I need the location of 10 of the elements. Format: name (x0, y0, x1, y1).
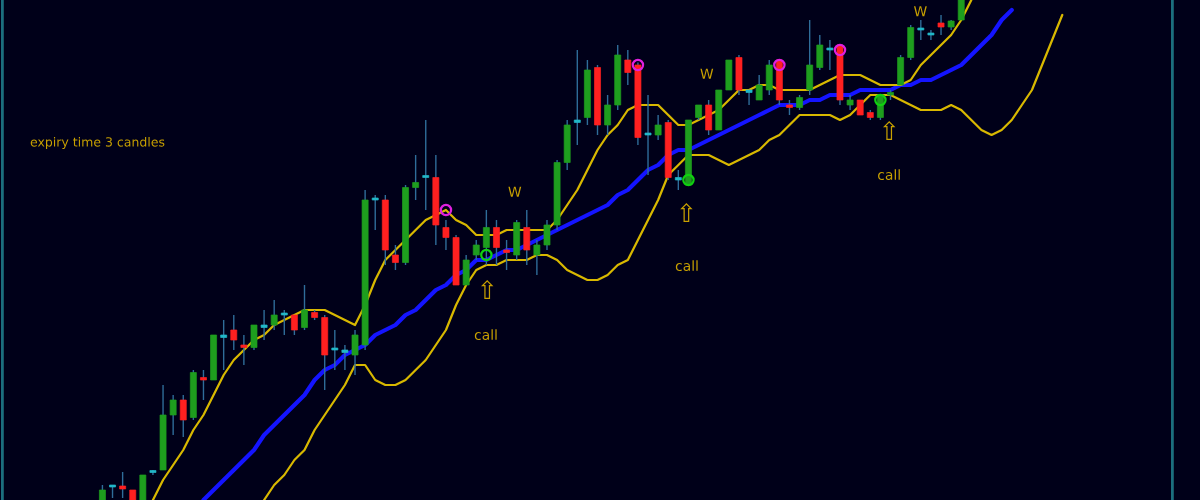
annotation: ⇧ (481, 280, 494, 299)
annotation: call (474, 329, 497, 341)
annotation: W (508, 186, 522, 197)
annotation: W (700, 68, 714, 79)
annotation: expiry time 3 candles (30, 136, 165, 150)
annotation: call (878, 169, 900, 181)
annotation: call (675, 260, 698, 272)
annotation: ⇧ (680, 203, 693, 222)
annotation: W (914, 6, 927, 17)
annotation: ⇧ (883, 121, 896, 140)
